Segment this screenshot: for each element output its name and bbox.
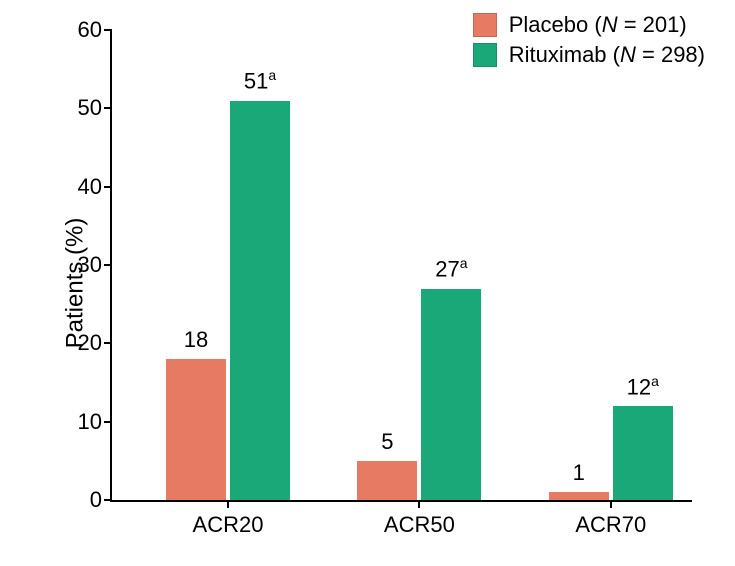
- chart-container: Patients (%) Placebo (N = 201) Rituximab…: [0, 0, 735, 566]
- bar-placebo-acr50: 5: [357, 461, 417, 500]
- bar-value-label: 51a: [244, 67, 276, 100]
- y-tick-label: 60: [78, 17, 112, 43]
- bar-placebo-acr70: 1: [549, 492, 609, 500]
- bar-value-label: 18: [184, 327, 208, 359]
- bar-value-label: 1: [573, 460, 585, 492]
- y-tick-label: 50: [78, 95, 112, 121]
- bar-value-label: 27a: [435, 255, 467, 288]
- x-tick-label: ACR50: [384, 500, 455, 538]
- y-tick-label: 0: [90, 487, 112, 513]
- y-tick-label: 20: [78, 330, 112, 356]
- y-tick-label: 10: [78, 409, 112, 435]
- bar-rituximab-acr20: 51a: [230, 101, 290, 501]
- bar-value-label: 5: [381, 429, 393, 461]
- x-tick-label: ACR70: [575, 500, 646, 538]
- y-tick-label: 40: [78, 174, 112, 200]
- bar-value-label: 12a: [627, 373, 659, 406]
- bar-placebo-acr20: 18: [166, 359, 226, 500]
- bar-rituximab-acr70: 12a: [613, 406, 673, 500]
- y-axis-title: Patients (%): [61, 218, 89, 349]
- bar-rituximab-acr50: 27a: [421, 289, 481, 501]
- plot-area: 0102030405060ACR201851aACR50527aACR70112…: [110, 30, 692, 502]
- y-tick-label: 30: [78, 252, 112, 278]
- x-tick-label: ACR20: [193, 500, 264, 538]
